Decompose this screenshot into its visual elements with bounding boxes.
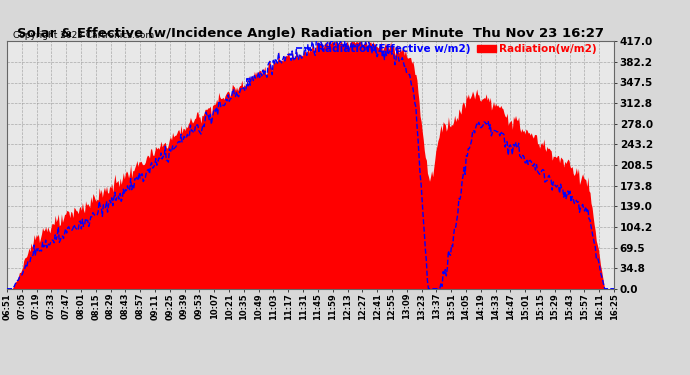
Text: Copyright 2023 Cartronics.com: Copyright 2023 Cartronics.com (13, 31, 154, 40)
Legend: Radiation(Effective w/m2), Radiation(w/m2): Radiation(Effective w/m2), Radiation(w/m… (295, 44, 597, 54)
Title: Solar & Effective (w/Incidence Angle) Radiation  per Minute  Thu Nov 23 16:27: Solar & Effective (w/Incidence Angle) Ra… (17, 27, 604, 40)
